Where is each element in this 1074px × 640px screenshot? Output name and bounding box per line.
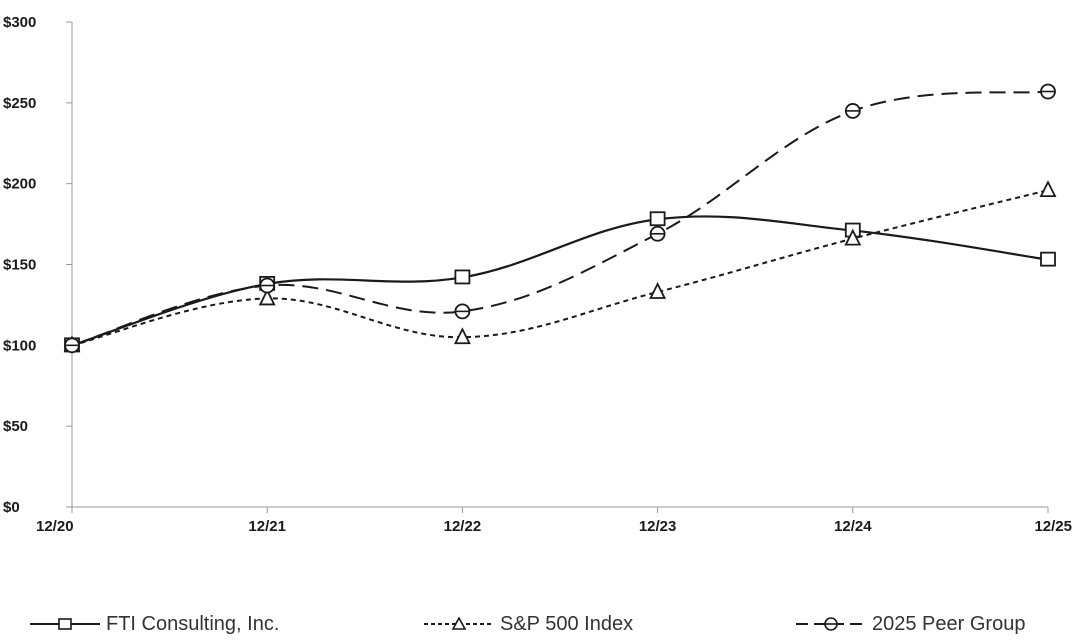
- point-triangle: [844, 228, 862, 246]
- point-square: [1040, 251, 1056, 267]
- x-tick-label: 12/25: [1034, 518, 1072, 535]
- legend-label-sp500: S&P 500 Index: [500, 612, 634, 635]
- series-line-square: [71, 215, 1049, 347]
- legend-fti: FTI Consulting, Inc.: [30, 612, 279, 636]
- x-tick-labels: 12/20 12/21 12/22 12/23 12/24 12/25: [36, 507, 1072, 535]
- line-chart: $0$50$100$150$200$250$300 12/20 12/21 12/2…: [3, 14, 1072, 535]
- y-tick-label: $200: [3, 176, 36, 193]
- point-triangle: [258, 288, 276, 306]
- y-tick-label: $50: [3, 418, 28, 435]
- legend-marker-fti: [30, 618, 100, 630]
- x-tick-label: 12/20: [36, 518, 74, 535]
- y-tick-labels: $0 $50 $100 $150 $200 $250 $300: [3, 14, 72, 516]
- point-square: [649, 211, 666, 227]
- legend-peer: 2025 Peer Group: [796, 612, 1025, 636]
- point-triangle: [649, 281, 667, 299]
- legend-marker-sp500: [424, 617, 494, 630]
- y-tick-label: $150: [3, 257, 36, 274]
- y-tick-label: $100: [3, 337, 36, 354]
- series-line-triangle: [71, 189, 1049, 347]
- y-tick-label: $0: [3, 499, 20, 516]
- series-markers: [63, 83, 1057, 354]
- x-tick-label: 12/23: [639, 518, 677, 535]
- legend-label-peer: 2025 Peer Group: [872, 612, 1026, 635]
- y-tick-label: $250: [3, 95, 36, 112]
- legend-label-fti: FTI Consulting, Inc.: [106, 612, 280, 635]
- point-square: [454, 269, 471, 285]
- series-lines: [71, 90, 1049, 347]
- y-tick-label: $300: [3, 14, 36, 31]
- point-triangle: [1039, 180, 1057, 198]
- x-tick-label: 12/24: [834, 518, 872, 535]
- legend-marker-peer: [796, 617, 866, 631]
- x-tick-label: 12/22: [444, 518, 482, 535]
- point-triangle: [453, 327, 471, 345]
- x-tick-label: 12/21: [248, 518, 286, 535]
- legend-sp500: S&P 500 Index: [424, 612, 633, 636]
- series-line-circle: [71, 90, 1049, 347]
